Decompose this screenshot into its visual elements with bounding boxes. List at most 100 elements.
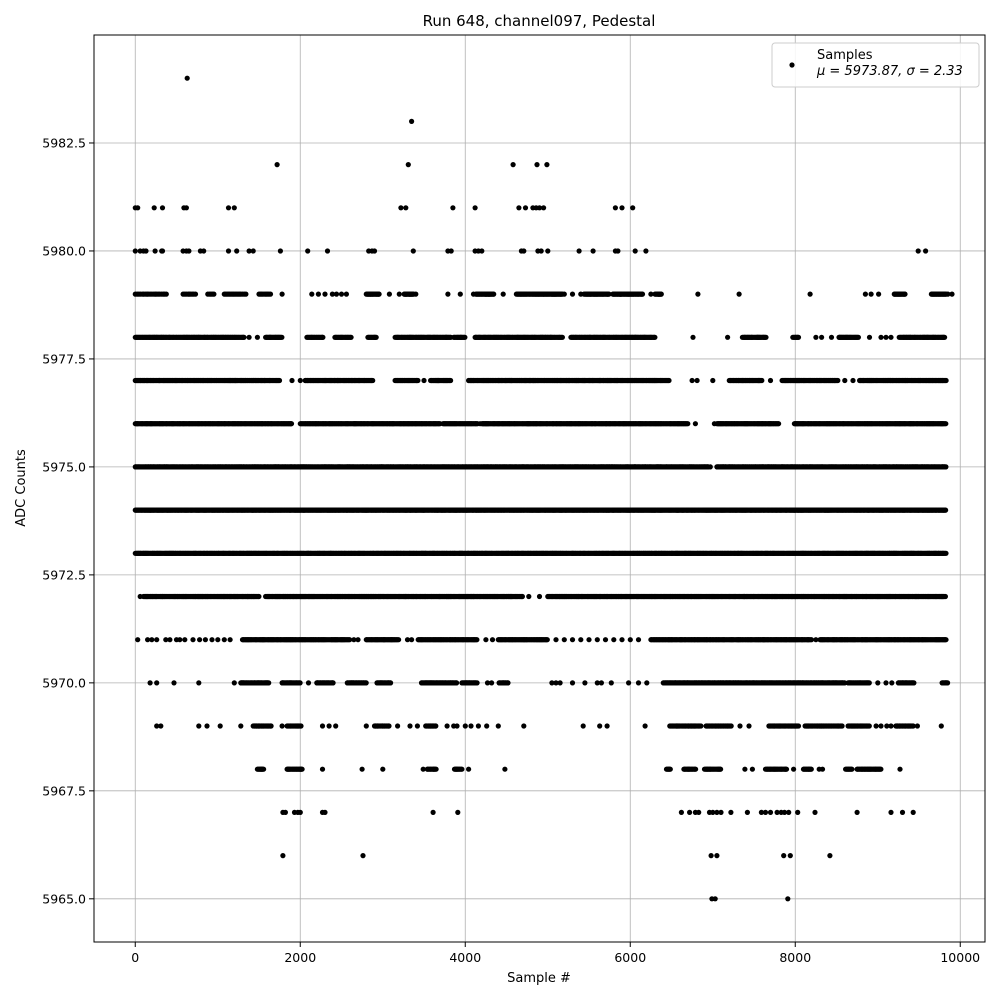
data-point: [819, 334, 825, 340]
data-point: [606, 291, 612, 297]
data-point: [949, 291, 955, 297]
data-point: [658, 291, 664, 297]
data-point: [231, 205, 237, 211]
data-point: [279, 291, 285, 297]
data-point: [246, 248, 252, 254]
data-point: [569, 291, 576, 297]
data-point: [705, 464, 711, 470]
data-point: [590, 248, 596, 254]
data-point: [184, 75, 190, 81]
data-point: [396, 291, 402, 297]
data-point: [246, 334, 252, 340]
data-point: [151, 205, 157, 211]
data-point: [315, 291, 321, 297]
data-point: [868, 291, 874, 297]
data-point: [759, 377, 765, 384]
data-point: [763, 334, 769, 340]
data-point: [643, 248, 649, 254]
data-point: [725, 334, 731, 340]
data-point: [409, 118, 415, 124]
data-point: [410, 248, 416, 254]
data-point: [883, 334, 889, 340]
data-point: [544, 162, 550, 168]
chart-title: Run 648, channel097, Pedestal: [423, 12, 656, 30]
data-point: [538, 248, 544, 254]
data-point: [398, 205, 404, 211]
data-point: [225, 248, 232, 254]
data-point: [159, 248, 166, 254]
data-point: [289, 377, 295, 384]
data-point: [850, 377, 856, 384]
data-point: [776, 421, 782, 427]
data-point: [320, 334, 326, 340]
data-point: [143, 248, 149, 254]
data-point: [639, 291, 646, 297]
data-point: [522, 205, 529, 211]
data-point: [457, 291, 463, 297]
data-point: [338, 291, 345, 297]
data-points: [132, 75, 955, 902]
data-point: [376, 291, 382, 297]
data-point: [795, 334, 802, 340]
data-point: [559, 334, 566, 340]
data-point: [135, 205, 141, 211]
data-point: [813, 334, 819, 340]
data-point: [152, 248, 158, 254]
data-point: [828, 334, 835, 340]
data-point: [448, 377, 454, 384]
data-point: [942, 334, 948, 340]
data-point: [415, 377, 421, 384]
data-point: [689, 377, 695, 384]
data-point: [371, 248, 378, 254]
data-point: [695, 291, 701, 297]
data-point: [267, 291, 274, 297]
data-point: [274, 162, 280, 168]
data-point: [736, 291, 742, 297]
data-point: [491, 291, 497, 297]
data-point: [279, 334, 285, 340]
data-point: [943, 377, 949, 384]
data-point: [685, 421, 691, 427]
data-point: [324, 248, 331, 254]
data-point: [211, 291, 217, 297]
data-point: [855, 334, 862, 340]
data-point: [343, 291, 349, 297]
data-point: [386, 291, 392, 297]
data-point: [243, 291, 249, 297]
data-point: [521, 248, 527, 254]
data-point: [835, 377, 841, 384]
data-point: [277, 248, 283, 254]
data-point: [250, 248, 256, 254]
data-point: [559, 291, 566, 297]
data-point: [186, 248, 192, 254]
data-point: [405, 162, 411, 168]
data-point: [276, 377, 283, 384]
data-point: [915, 248, 921, 254]
data-point: [692, 421, 699, 427]
data-point: [462, 334, 468, 340]
data-point: [411, 291, 417, 297]
data-point: [510, 162, 516, 168]
data-point: [943, 421, 949, 427]
data-point: [648, 291, 654, 297]
data-point: [305, 248, 311, 254]
data-point: [943, 291, 949, 297]
data-point: [516, 205, 522, 211]
data-point: [630, 205, 636, 211]
data-point: [201, 248, 207, 254]
data-point: [403, 205, 409, 211]
data-point: [192, 291, 199, 297]
data-point: [241, 334, 247, 340]
data-point: [615, 248, 621, 254]
data-point: [472, 205, 478, 211]
data-point: [541, 205, 547, 211]
data-point: [878, 334, 884, 340]
data-point: [902, 291, 908, 297]
data-point: [842, 377, 848, 384]
data-point: [450, 205, 456, 211]
data-point: [159, 205, 166, 211]
data-point: [370, 377, 376, 384]
data-point: [807, 291, 813, 297]
